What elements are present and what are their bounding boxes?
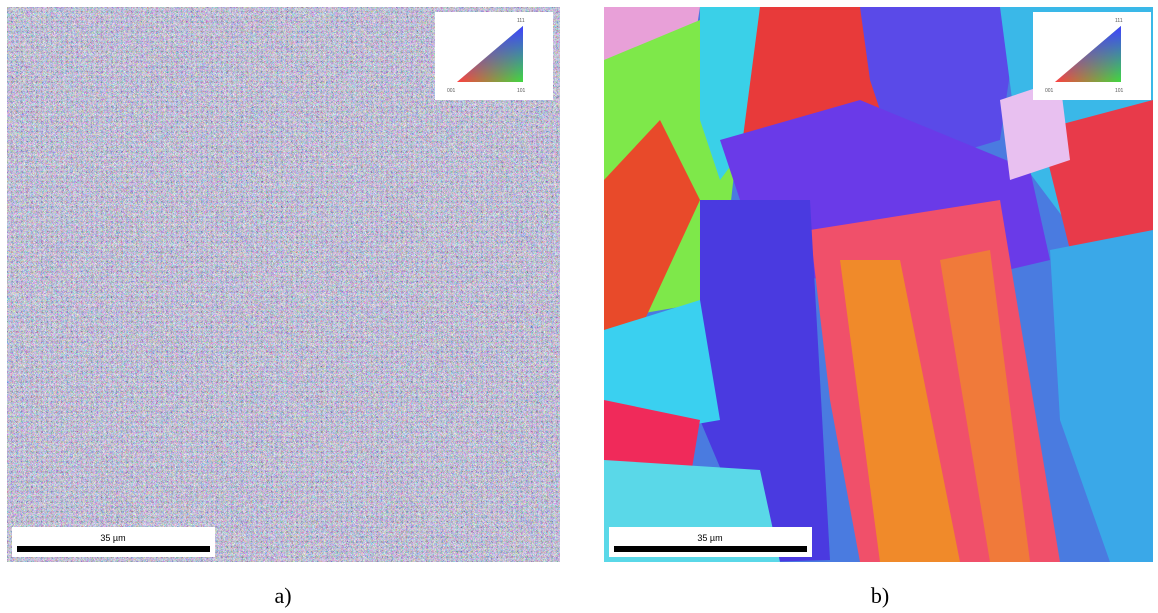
scale-bar-a: 35 µm bbox=[12, 527, 215, 557]
panel-label: a) bbox=[274, 583, 291, 608]
legend-top: 111 bbox=[1115, 18, 1123, 24]
figure: 111 001 101 35 µm a) 111 001 101 bbox=[0, 0, 1158, 613]
legend-left: 001 bbox=[1045, 88, 1054, 94]
scale-text: 35 µm bbox=[697, 533, 722, 543]
ipf-legend-a: 111 001 101 bbox=[435, 12, 553, 100]
ipf-legend-b: 111 001 101 bbox=[1033, 12, 1151, 100]
scale-bar-b: 35 µm bbox=[609, 527, 812, 557]
panel-label: b) bbox=[871, 583, 889, 608]
legend-top: 111 bbox=[517, 18, 525, 24]
legend-right: 101 bbox=[517, 88, 526, 94]
legend-left: 001 bbox=[447, 88, 456, 94]
page: {"panels": [ {"label": "a)", "scale_bar"… bbox=[0, 0, 1158, 613]
scale-text: 35 µm bbox=[100, 533, 125, 543]
legend-right: 101 bbox=[1115, 88, 1124, 94]
